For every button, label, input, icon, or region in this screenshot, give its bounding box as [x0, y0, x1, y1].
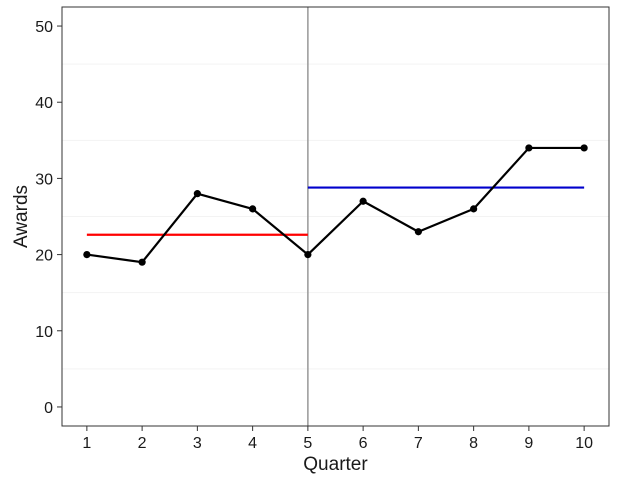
- y-tick-label-20: 20: [35, 248, 53, 265]
- x-axis-title: Quarter: [303, 454, 368, 475]
- plot-border: [61, 6, 610, 427]
- y-tick-label-10: 10: [35, 324, 53, 341]
- gridlines: [62, 63, 609, 370]
- data-point-q9: [525, 144, 533, 152]
- data-point-q7: [414, 228, 422, 236]
- series: [83, 144, 588, 266]
- series-line-1: [86, 146, 585, 264]
- x-axis: 1 2 3 4 5 6 7 8 9 10: [82, 426, 593, 452]
- data-point-q2: [138, 258, 146, 266]
- data-point-q5: [304, 250, 312, 259]
- data-point-q1: [83, 250, 91, 259]
- data-point-q6: [359, 197, 367, 205]
- x-tick-label-5: 5: [303, 435, 312, 452]
- y-tick-label-50: 50: [35, 19, 53, 36]
- x-tick-label-8: 8: [469, 435, 478, 452]
- x-tick-label-9: 9: [524, 435, 533, 452]
- y-tick-label-0: 0: [44, 400, 53, 417]
- reference-lines: [86, 7, 585, 426]
- data-point-q8: [470, 205, 478, 213]
- x-tick-label-4: 4: [248, 435, 257, 452]
- y-tick-label-30: 30: [35, 171, 53, 188]
- data-point-q3: [193, 190, 201, 198]
- x-tick-label-7: 7: [414, 435, 423, 452]
- x-tick-label-3: 3: [193, 435, 202, 452]
- x-tick-label-2: 2: [138, 435, 147, 452]
- y-tick-label-40: 40: [35, 95, 53, 112]
- y-axis: 0 10 20 30 40 50: [35, 19, 62, 417]
- x-tick-label-1: 1: [82, 435, 91, 452]
- y-axis-title: Awards: [11, 185, 32, 248]
- data-point-q4: [249, 205, 257, 213]
- x-tick-label-6: 6: [359, 435, 368, 452]
- data-point-q10: [580, 144, 588, 152]
- x-tick-label-10: 10: [575, 435, 593, 452]
